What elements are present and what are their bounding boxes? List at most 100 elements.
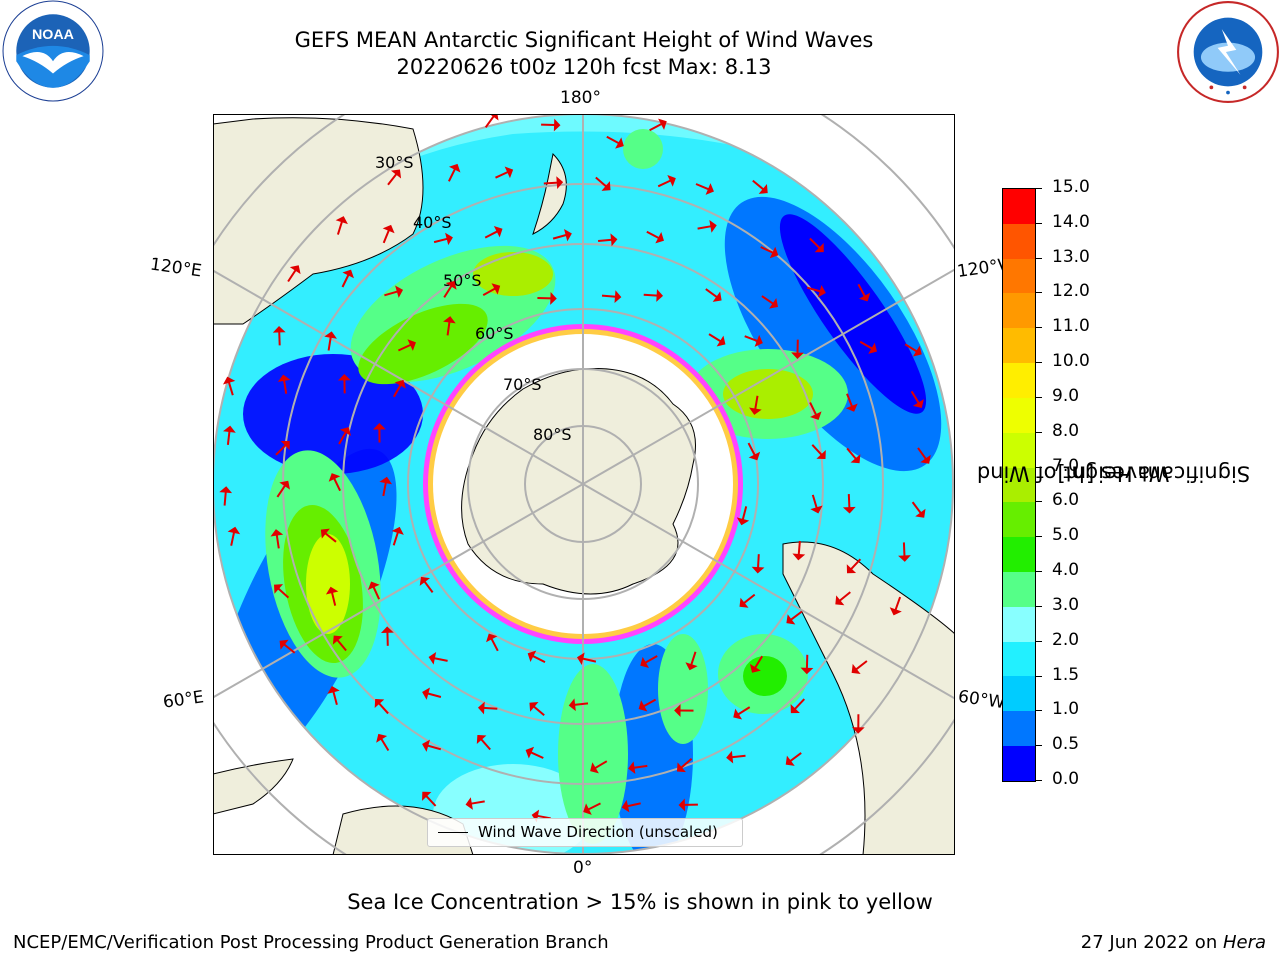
wave-arrow-head — [835, 595, 845, 606]
wave-arrow-head — [712, 291, 722, 302]
wave-arrow-head — [338, 374, 351, 381]
wave-arrow-shaft — [644, 655, 658, 664]
wave-arrow-shaft — [581, 657, 597, 663]
lon-label-0: 0° — [573, 858, 593, 878]
wave-arrow-head — [785, 755, 795, 766]
wave-arrow-head — [912, 345, 922, 357]
lat-label-30s: 30°S — [375, 153, 414, 172]
wave-arrow-head — [749, 407, 762, 415]
wave-arrow-shaft — [287, 269, 297, 283]
wave-arrow-shaft — [380, 737, 390, 752]
wave-arrow-shaft — [847, 494, 851, 509]
colorbar-tick-mark — [1036, 292, 1042, 294]
wave-arrow-head — [739, 597, 749, 608]
wave-arrow-shaft — [275, 444, 287, 456]
wave-arrow-head — [736, 517, 750, 526]
colorbar-segment — [1003, 571, 1035, 607]
wave-arrow-shaft — [470, 800, 485, 805]
wave-arrow-shaft — [427, 744, 442, 751]
wave-arrow-head — [279, 639, 289, 650]
wave-arrow-shaft — [226, 430, 231, 446]
wave-arrow-shaft — [657, 179, 672, 188]
wave-arrow-head — [419, 576, 430, 586]
wave-arrow-shaft — [747, 442, 756, 456]
wave-arrow-shaft — [838, 591, 851, 602]
colorbar-tick-mark — [1036, 780, 1042, 781]
colorbar-segment — [1003, 223, 1035, 259]
wave-arrow-shaft — [894, 596, 902, 611]
wave-arrow-shaft — [917, 447, 927, 460]
wave-arrow-head — [445, 232, 453, 246]
wave-arrow-head — [889, 607, 902, 616]
wave-arrow-head — [810, 505, 823, 514]
wave-arrow-shaft — [649, 122, 663, 132]
wave-arrow-head — [390, 169, 402, 179]
wave-arrow-shaft — [543, 181, 558, 185]
lat-label-40s: 40°S — [413, 213, 452, 232]
wave-arrow-head — [274, 584, 284, 594]
map-legend: Wind Wave Direction (unscaled) — [427, 818, 743, 847]
lon-label-60w: 60°W — [956, 686, 1007, 714]
colorbar-segment — [1003, 363, 1035, 398]
wave-arrow-shaft — [423, 580, 434, 593]
wave-arrow-shaft — [708, 333, 722, 343]
wave-arrow-head — [842, 506, 856, 514]
wave-arrow-shaft — [680, 757, 693, 769]
wave-arrow-shaft — [850, 558, 862, 571]
wave-arrow-shaft — [330, 591, 337, 606]
wave-arrow-head — [590, 762, 599, 774]
colorbar-segment — [1003, 641, 1035, 677]
wave-arrow-head — [758, 184, 768, 194]
wave-arrow-shaft — [595, 176, 608, 188]
wave-arrow-head — [380, 626, 394, 634]
wave-arrow-shaft — [697, 225, 712, 230]
wave-arrow-head — [791, 352, 804, 359]
wave-arrow-head — [614, 290, 622, 304]
wave-arrow-head — [280, 441, 290, 451]
colorbar-segment — [1003, 432, 1035, 468]
wave-arrow-head — [790, 704, 800, 714]
wave-arrow-head — [219, 486, 233, 494]
wave-arrow-head — [576, 652, 585, 665]
wave-arrow-head — [279, 480, 290, 490]
wave-arrow-shaft — [904, 343, 918, 353]
colorbar-tick-label: 5.0 — [1052, 525, 1080, 546]
wave-arrow-shaft — [910, 390, 920, 404]
wave-arrow-shaft — [754, 395, 759, 410]
wave-arrow-shaft — [387, 173, 398, 186]
wave-arrow-shaft — [277, 587, 290, 599]
wave-arrow-head — [638, 700, 648, 712]
wave-arrow-shaft — [283, 643, 296, 654]
wave-arrow-head — [915, 508, 926, 518]
colorbar-segment — [1003, 502, 1035, 538]
wave-arrow-shaft — [743, 593, 756, 605]
wave-arrow-head — [227, 526, 241, 535]
wave-arrow-shaft — [433, 237, 448, 244]
wave-arrow-head — [550, 292, 557, 305]
wave-arrow-head — [372, 423, 386, 430]
colorbar-segment — [1003, 328, 1035, 364]
wave-arrow-shaft — [594, 760, 608, 770]
wave-arrow-shaft — [484, 230, 499, 239]
wave-arrow-head — [851, 663, 861, 675]
wave-arrow-shaft — [483, 706, 498, 710]
wave-arrow-head — [628, 761, 636, 775]
colorbar-tick-label: 0.0 — [1052, 769, 1080, 789]
wave-arrow-head — [674, 704, 681, 717]
wave-arrow-head — [374, 698, 385, 709]
wave-arrow-shaft — [338, 431, 347, 445]
wave-arrow-shaft — [532, 705, 545, 717]
lon-label-180: 180° — [560, 88, 601, 108]
wave-arrow-shaft — [275, 534, 280, 549]
wave-arrow-head — [810, 411, 822, 420]
wave-arrow-head — [328, 473, 341, 482]
colorbar-tick-label: 15.0 — [1052, 177, 1090, 197]
wave-arrow-shaft — [341, 274, 350, 288]
wave-arrow-head — [851, 727, 865, 734]
footer-host: Hera — [1222, 932, 1266, 953]
lat-label-50s: 50°S — [443, 271, 482, 290]
lat-label-70s: 70°S — [503, 375, 542, 394]
wave-arrow-shaft — [902, 542, 906, 557]
wave-arrow-shaft — [573, 702, 589, 706]
colorbar-tick-mark — [1036, 222, 1042, 224]
